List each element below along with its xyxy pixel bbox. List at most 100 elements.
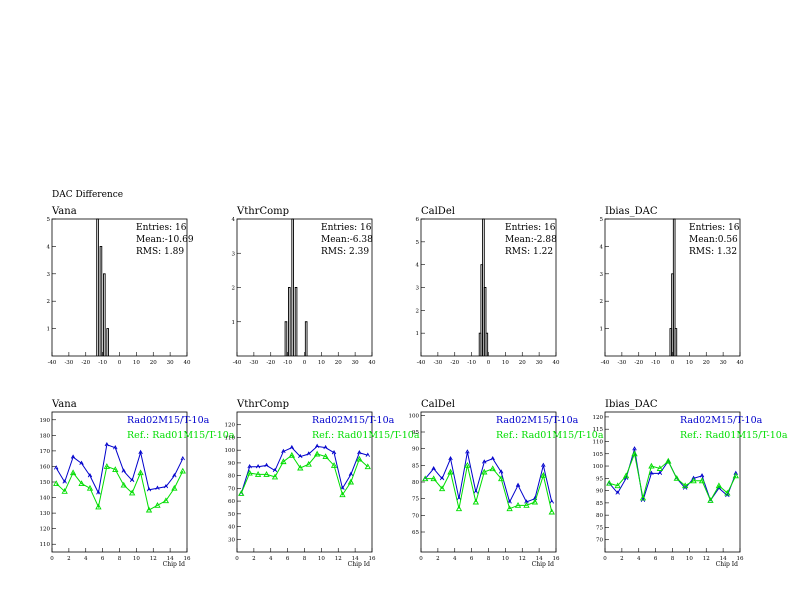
- y-tick-label: 100: [593, 464, 604, 470]
- y-tick-label: 85: [596, 501, 603, 507]
- data-point-ref: [69, 469, 77, 476]
- x-tick-label: 10: [318, 556, 325, 562]
- x-tick-label: 10: [502, 360, 509, 366]
- legend-entry-main: Rad02M15/T-10a: [496, 415, 579, 426]
- legend-entry-ref: Ref.: Rad01M15/T-10a: [312, 430, 420, 441]
- stats-line: Mean:0.56: [689, 235, 738, 245]
- data-point-ref: [673, 474, 680, 481]
- y-tick-label: 3: [232, 251, 236, 257]
- x-tick-label: 6: [101, 556, 105, 562]
- x-tick-label: 16: [553, 556, 560, 562]
- series-line-main: [608, 448, 737, 502]
- data-point-ref: [690, 477, 697, 484]
- x-tick-label: -30: [249, 360, 258, 366]
- data-point-ref: [179, 467, 186, 474]
- histogram-bin: [99, 245, 103, 356]
- y-tick-label: 70: [228, 486, 235, 492]
- data-point-ref: [297, 464, 304, 471]
- data-point-ref: [145, 506, 153, 513]
- data-point-ref: [78, 480, 85, 487]
- histogram-bin: [674, 328, 678, 356]
- x-axis-label: Chip Id: [163, 561, 185, 568]
- data-point-main: [70, 454, 76, 459]
- y-tick-label: 90: [596, 489, 603, 495]
- histogram-bin: [284, 321, 288, 356]
- x-tick-label: 0: [118, 360, 122, 366]
- line-panel-4: Ibias_DAC 0 2 4 6 8 10 12 14 16 70 75 80 85 90 95 100 105…: [593, 399, 788, 568]
- data-point-ref: [313, 450, 321, 457]
- y-tick-label: 65: [412, 530, 419, 536]
- data-point-ref: [154, 501, 161, 508]
- y-tick-label: 4: [47, 244, 51, 250]
- data-point-main: [507, 499, 512, 504]
- data-point-ref: [246, 469, 253, 476]
- x-tick-label: 16: [184, 556, 191, 562]
- y-tick-label: 85: [412, 463, 419, 469]
- histogram-panel-2: VthrComp -40 -30 -20 -10 0 10 20 30 40 1 2 3 4 Entries…: [232, 206, 376, 366]
- x-tick-label: 0: [487, 360, 491, 366]
- y-tick-label: 120: [225, 423, 236, 429]
- data-point-main: [473, 489, 479, 494]
- data-point-ref: [455, 505, 463, 512]
- x-tick-label: 30: [536, 360, 543, 366]
- x-tick-label: -10: [467, 360, 476, 366]
- y-tick-label: 120: [593, 415, 604, 421]
- data-point-main: [113, 445, 118, 450]
- data-point-main: [163, 483, 169, 489]
- x-tick-label: 10: [318, 360, 325, 366]
- data-point-ref: [648, 462, 655, 469]
- x-tick-label: 16: [737, 556, 744, 562]
- data-point-main: [155, 485, 160, 490]
- x-tick-label: 0: [303, 360, 307, 366]
- data-point-ref: [548, 508, 555, 515]
- data-point-ref: [506, 505, 513, 512]
- data-point-ref: [271, 473, 279, 480]
- data-point-ref: [631, 450, 638, 457]
- data-point-ref: [540, 471, 547, 478]
- y-tick-label: 4: [416, 263, 420, 269]
- line-panel-1: Vana 0 2 4 6 8 10 12 14 16 110 120 130 140 150 160 170 18…: [40, 399, 235, 568]
- data-point-ref: [724, 489, 731, 496]
- x-tick-label: 8: [671, 556, 675, 562]
- y-tick-label: 160: [40, 464, 51, 470]
- x-tick-label: -30: [617, 360, 626, 366]
- histogram-panel-3: CalDel -40 -30 -20 -10 0 10 20 30 40 1 2 3 4 5 6 Entries…: [416, 206, 560, 366]
- x-tick-label: 30: [167, 360, 174, 366]
- histogram-bin: [106, 328, 109, 356]
- y-tick-label: 1: [416, 331, 420, 337]
- x-tick-label: 12: [519, 556, 526, 562]
- x-tick-label: 12: [150, 556, 157, 562]
- data-point-ref: [305, 460, 312, 467]
- data-point-main: [498, 469, 504, 474]
- data-point-main: [515, 482, 521, 487]
- y-tick-label: 115: [593, 427, 604, 433]
- y-tick-label: 2: [47, 299, 51, 305]
- stats-line: RMS: 1.32: [689, 247, 737, 257]
- y-tick-label: 180: [40, 433, 51, 439]
- data-point-main: [640, 497, 646, 503]
- y-tick-label: 1: [232, 320, 236, 326]
- data-point-main: [431, 465, 436, 471]
- x-tick-label: 0: [50, 556, 54, 562]
- x-tick-label: 40: [553, 360, 560, 366]
- stats-line: Entries: 16: [689, 223, 740, 233]
- data-point-ref: [254, 471, 262, 477]
- x-tick-label: -40: [48, 360, 57, 366]
- series-line-ref: [425, 465, 553, 513]
- data-point-main: [298, 453, 303, 459]
- x-tick-label: -30: [64, 360, 73, 366]
- x-tick-label: 20: [150, 360, 157, 366]
- data-point-main: [87, 473, 93, 478]
- data-point-main: [247, 464, 252, 469]
- y-tick-label: 2: [600, 299, 604, 305]
- y-tick-label: 3: [47, 272, 51, 278]
- x-tick-label: -40: [417, 360, 426, 366]
- data-point-ref: [606, 479, 613, 486]
- x-tick-label: 20: [335, 360, 342, 366]
- legend-entry-ref: Ref.: Rad01M15/T-10a: [680, 430, 788, 441]
- y-tick-label: 95: [596, 476, 603, 482]
- x-tick-label: 12: [335, 556, 342, 562]
- data-point-ref: [622, 472, 630, 479]
- x-tick-label: -20: [81, 360, 90, 366]
- y-tick-label: 6: [416, 217, 420, 223]
